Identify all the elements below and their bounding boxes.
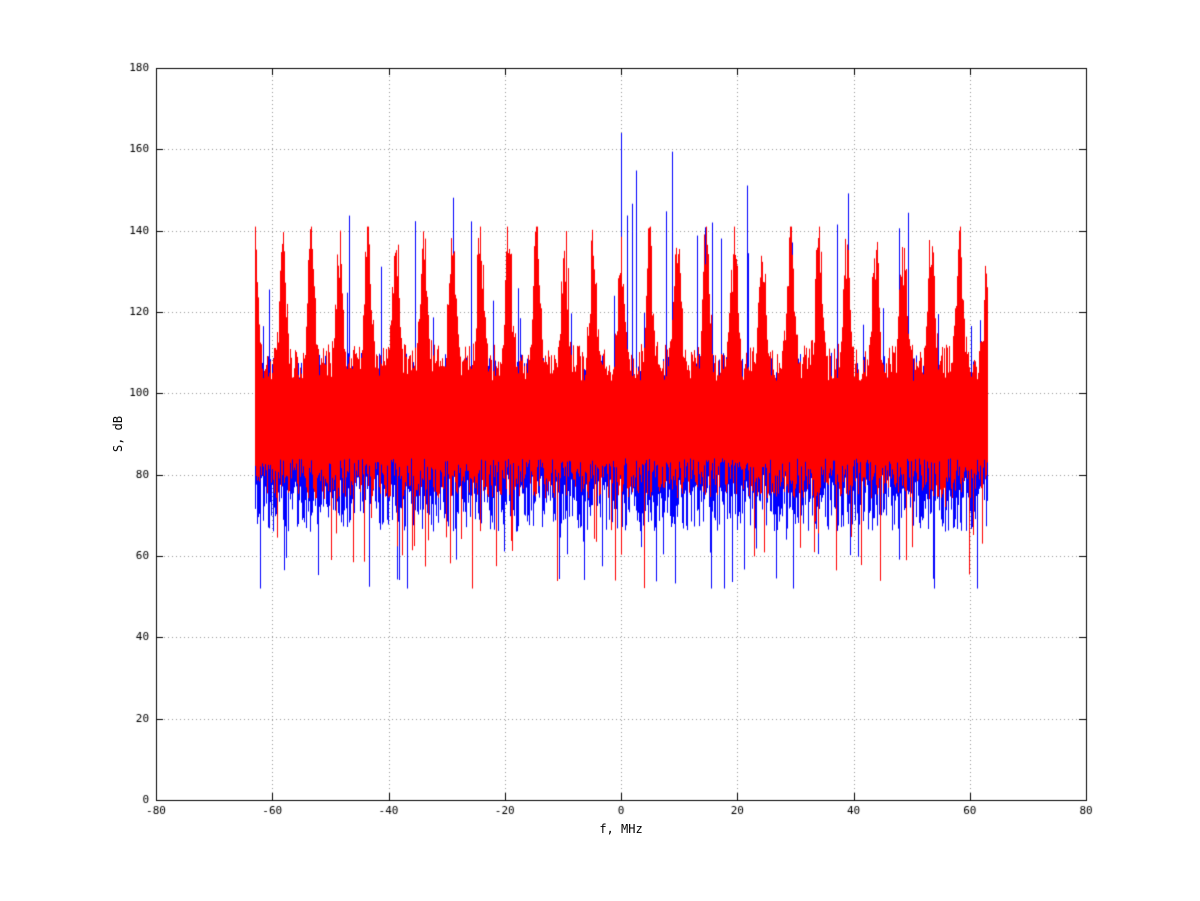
x-axis-label: f, MHz — [599, 822, 643, 836]
y-axis-label: S, dB — [111, 415, 125, 453]
